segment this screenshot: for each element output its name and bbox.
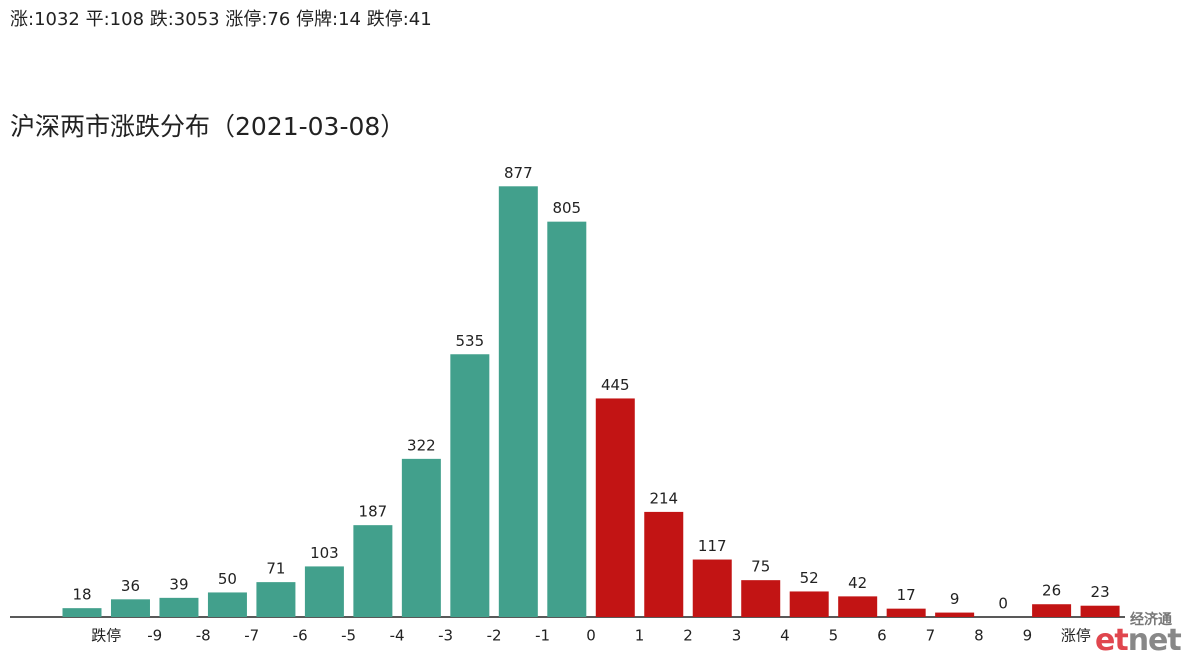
bar [62,608,102,617]
data-label: 42 [848,574,867,592]
bar [935,612,975,617]
data-label: 214 [649,489,678,507]
data-label: 23 [1091,583,1110,601]
bar [838,596,878,617]
watermark-logo: etnet [1095,623,1181,656]
bar [159,597,199,617]
chart-subtitle: 涨:1032 平:108 跌:3053 涨停:76 停牌:14 跌停:41 [10,9,432,30]
x-tick-label: 8 [974,627,984,645]
bar [353,525,393,617]
watermark-logo-right: net [1128,623,1182,656]
data-label: 103 [310,544,339,562]
x-tick-label: 5 [829,627,839,645]
data-label: 17 [897,586,916,604]
bar [110,599,150,617]
chart-title: 沪深两市涨跌分布（2021-03-08） [10,112,405,141]
bar [1080,605,1120,617]
bar [1032,604,1072,617]
bar [644,511,684,617]
x-tick-label: 9 [1023,627,1033,645]
data-label: 9 [950,590,960,608]
x-tick-label: 6 [877,627,887,645]
data-label: 117 [698,537,727,555]
x-tick-label: -8 [196,627,211,645]
x-tick-label: 涨停 [1061,627,1091,645]
bar [547,221,587,617]
x-tick-label: 3 [732,627,742,645]
x-tick-label: -2 [487,627,502,645]
bar [450,354,490,617]
x-tick-label: -3 [438,627,453,645]
data-label: 535 [456,332,485,350]
data-label: 18 [72,586,91,604]
bar [741,580,781,617]
data-label: 50 [218,570,237,588]
x-tick-label: -4 [390,627,405,645]
watermark-text: 经济通 [1130,611,1172,628]
data-label: 52 [800,569,819,587]
x-tick-label: -9 [147,627,162,645]
x-tick-label: 1 [635,627,645,645]
x-tick-label: -1 [535,627,550,645]
bar [595,398,635,617]
x-tick-label: -6 [293,627,308,645]
x-tick-label: -5 [341,627,356,645]
bar [886,608,926,617]
bar [498,186,538,617]
bar [256,582,296,617]
bar [207,592,247,617]
data-label: 36 [121,577,140,595]
x-tick-label: 7 [926,627,936,645]
data-label: 805 [552,199,581,217]
data-label: 187 [359,503,388,521]
data-label: 877 [504,164,533,182]
x-tick-label: 2 [683,627,693,645]
x-tick-label: 4 [780,627,790,645]
data-label: 26 [1042,582,1061,600]
bar [304,566,344,617]
data-label: 39 [169,575,188,593]
data-label: 322 [407,436,436,454]
x-tick-label: 跌停 [91,627,121,645]
bar [789,591,829,617]
x-tick-label: 0 [586,627,596,645]
data-label: 445 [601,376,630,394]
data-label: 0 [998,595,1008,613]
x-tick-label: -7 [244,627,259,645]
bar [692,559,732,617]
data-label: 75 [751,558,770,576]
bar [401,458,441,617]
data-label: 71 [266,560,285,578]
watermark-logo-left: et [1095,623,1128,656]
